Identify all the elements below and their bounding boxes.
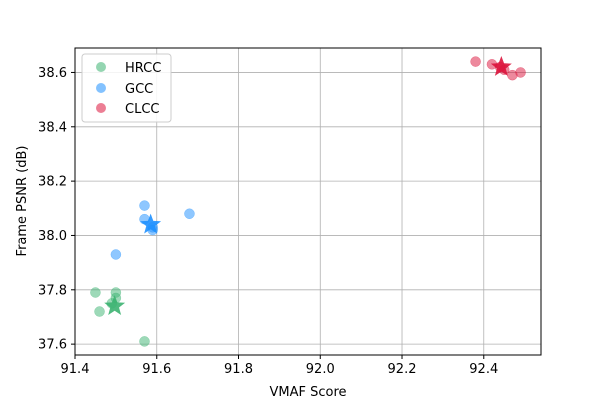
mean-star-gcc [140, 213, 162, 234]
y-tick-label: 38.6 [38, 66, 67, 81]
x-tick-label: 92.4 [469, 362, 498, 377]
x-axis-label: VMAF Score [269, 385, 346, 400]
x-tick-label: 92.2 [388, 362, 417, 377]
y-tick-label: 37.6 [38, 338, 67, 353]
mean-star-hrcc [104, 295, 126, 315]
legend-marker-clcc [96, 103, 106, 113]
point-clcc [515, 67, 526, 78]
legend-marker-hrcc [96, 62, 106, 72]
point-hrcc [90, 287, 101, 298]
legend-marker-gcc [96, 83, 106, 93]
tick-layer: 91.4 91.6 91.8 92.0 92.2 92.4 37.6 37.8 38.0 38.2… [38, 66, 498, 377]
point-gcc [184, 208, 195, 219]
y-axis-label: Frame PSNR (dB) [15, 146, 30, 257]
y-tick-label: 38.0 [38, 229, 67, 244]
plot-frame [74, 47, 542, 356]
legend: HRCC GCC CLCC [81, 53, 172, 123]
point-clcc [470, 56, 481, 67]
point-hrcc [94, 306, 105, 317]
legend-label-hrcc: HRCC [125, 61, 161, 76]
point-gcc [110, 249, 122, 260]
data-layer [90, 56, 526, 347]
mean-star-clcc [490, 56, 512, 76]
y-tick-label: 38.2 [38, 175, 67, 190]
point-hrcc [110, 287, 122, 298]
x-tick-label: 91.8 [224, 362, 253, 377]
legend-label-gcc: GCC [125, 82, 153, 97]
x-tick-label: 91.6 [142, 362, 171, 377]
y-tick-label: 37.8 [38, 283, 67, 298]
legend-label-clcc: CLCC [125, 102, 159, 117]
point-hrcc [139, 336, 150, 347]
x-tick-label: 91.4 [61, 362, 90, 377]
x-tick-label: 92.0 [306, 362, 335, 377]
y-tick-label: 38.4 [38, 120, 67, 135]
point-gcc [139, 200, 150, 211]
